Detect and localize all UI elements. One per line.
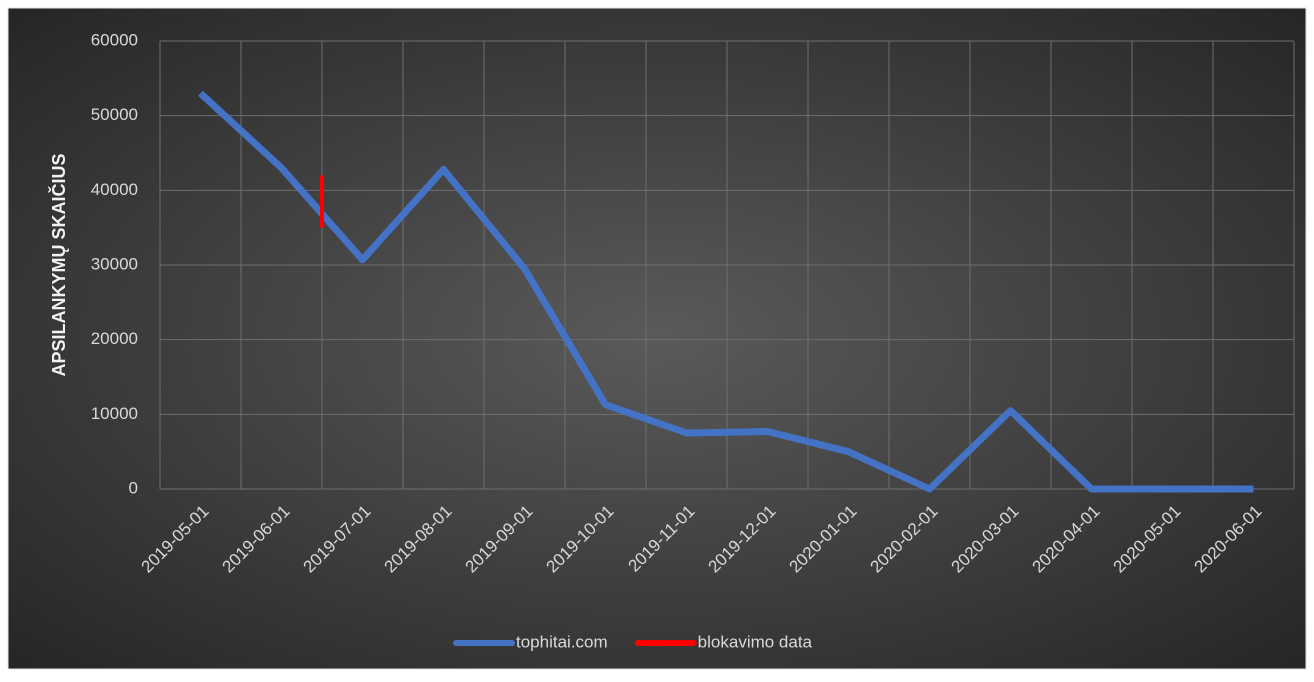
y-tick-label: 0: [129, 478, 138, 497]
y-tick-label: 40000: [91, 180, 138, 199]
y-tick-label: 60000: [91, 30, 138, 49]
chart-background: [7, 7, 1307, 670]
series-line: [198, 90, 1254, 493]
y-axis-label: APSILANKYMŲ SKAIČIUS: [48, 153, 69, 376]
y-tick-label: 30000: [91, 254, 138, 273]
legend-label: tophitai.com: [516, 632, 608, 651]
y-tick-label: 20000: [91, 329, 138, 348]
y-tick-label: 50000: [91, 105, 138, 124]
y-tick-label: 10000: [91, 404, 138, 423]
legend-label: blokavimo data: [698, 632, 813, 651]
